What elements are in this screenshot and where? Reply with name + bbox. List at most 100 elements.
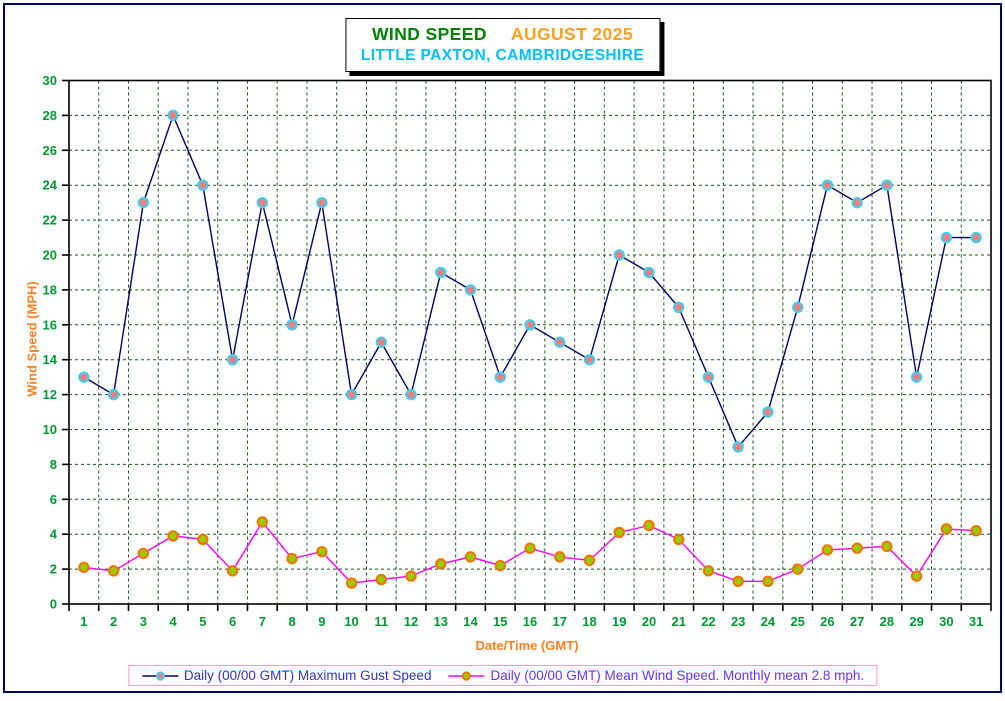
max-gust-point-day-23 <box>732 441 744 453</box>
mean-wind-point-day-22 <box>702 565 715 577</box>
mean-wind-point-day-25 <box>791 563 804 575</box>
svg-text:20: 20 <box>642 614 656 629</box>
mean-wind-point-day-15 <box>494 559 506 572</box>
mean-wind-point-day-13 <box>435 558 447 570</box>
mean-wind-point-day-11 <box>375 573 387 586</box>
max-gust-point-day-13 <box>435 266 447 279</box>
max-gust-point-day-17 <box>554 336 566 348</box>
max-gust-point-day-27 <box>851 196 863 209</box>
svg-text:18: 18 <box>582 614 596 629</box>
mean-wind-point-day-2 <box>107 565 120 577</box>
mean-wind-point-day-7 <box>256 516 269 528</box>
chart-subtitle-location: LITTLE PAXTON, CAMBRIDGESHIRE <box>360 47 645 64</box>
svg-text:8: 8 <box>288 614 295 629</box>
chart-title-row: WIND SPEED AUGUST 2025 <box>361 24 644 45</box>
max-gust-point-day-12 <box>405 388 417 401</box>
mean-wind-point-day-17 <box>554 551 566 563</box>
max-gust-point-day-20 <box>643 266 655 279</box>
svg-text:11: 11 <box>374 614 388 629</box>
max-gust-point-day-9 <box>316 196 328 209</box>
max-gust-point-day-31 <box>970 231 982 244</box>
svg-text:22: 22 <box>701 614 715 629</box>
max-gust-point-day-1 <box>78 371 90 383</box>
max-gust-point-day-8 <box>286 319 298 331</box>
max-gust-point-day-21 <box>673 301 685 314</box>
max-gust-point-day-28 <box>881 179 893 191</box>
series-markers-max-gust <box>78 109 982 453</box>
svg-text:14: 14 <box>463 614 478 629</box>
max-gust-point-day-24 <box>762 406 774 418</box>
svg-text:10: 10 <box>43 422 57 437</box>
svg-text:22: 22 <box>43 213 57 228</box>
mean-wind-point-day-14 <box>464 551 477 563</box>
mean-wind-point-day-16 <box>524 542 536 554</box>
mean-wind-point-day-18 <box>583 554 596 567</box>
chart-title-box: WIND SPEED AUGUST 2025 LITTLE PAXTON, CAM… <box>344 18 661 72</box>
svg-text:28: 28 <box>880 614 894 629</box>
mean-wind-point-day-30 <box>940 523 953 535</box>
svg-text:24: 24 <box>761 614 776 629</box>
max-gust-point-day-22 <box>702 371 715 383</box>
legend-label-mean-wind: Daily (00/00 GMT) Mean Wind Speed. Month… <box>490 668 865 683</box>
max-gust-point-day-15 <box>494 371 506 383</box>
svg-text:17: 17 <box>553 614 567 629</box>
svg-text:6: 6 <box>229 614 236 629</box>
svg-text:2: 2 <box>50 562 57 577</box>
x-axis-label: Date/Time (GMT) <box>475 638 579 653</box>
max-gust-point-day-10 <box>345 388 358 401</box>
svg-text:8: 8 <box>50 457 57 472</box>
mean-wind-point-day-5 <box>197 533 209 546</box>
max-gust-point-day-26 <box>821 179 834 191</box>
max-gust-point-day-14 <box>464 284 477 296</box>
mean-wind-point-day-23 <box>732 575 744 588</box>
max-gust-point-day-11 <box>375 336 387 348</box>
max-gust-point-day-3 <box>137 196 150 209</box>
svg-text:25: 25 <box>790 614 804 629</box>
svg-text:31: 31 <box>969 614 983 629</box>
svg-text:0: 0 <box>50 597 57 612</box>
svg-text:20: 20 <box>43 248 57 263</box>
svg-text:5: 5 <box>199 614 206 629</box>
mean-wind-point-day-20 <box>643 519 655 532</box>
max-gust-point-day-19 <box>613 249 625 261</box>
mean-wind-point-day-27 <box>851 542 863 554</box>
legend-line-dot-icon <box>448 670 485 681</box>
series-markers-mean-wind <box>78 516 982 589</box>
mean-wind-point-day-29 <box>910 570 923 582</box>
svg-text:16: 16 <box>523 614 537 629</box>
max-gust-point-day-30 <box>940 231 953 244</box>
legend-line-dot-icon <box>141 670 178 681</box>
chart-title: WIND SPEED <box>372 24 487 44</box>
max-gust-point-day-29 <box>910 371 923 383</box>
svg-text:4: 4 <box>169 614 177 629</box>
svg-text:16: 16 <box>43 317 57 332</box>
svg-text:30: 30 <box>43 73 57 88</box>
gridlines <box>69 80 991 604</box>
y-axis-label: Wind Speed (MPH) <box>24 281 40 397</box>
mean-wind-point-day-26 <box>821 544 834 556</box>
max-gust-point-day-2 <box>107 388 120 401</box>
max-gust-point-day-25 <box>791 301 804 314</box>
mean-wind-point-day-31 <box>970 525 982 537</box>
svg-text:26: 26 <box>820 614 834 629</box>
svg-text:3: 3 <box>140 614 147 629</box>
max-gust-point-day-6 <box>226 354 239 366</box>
svg-text:10: 10 <box>344 614 358 629</box>
max-gust-point-day-5 <box>197 179 209 191</box>
legend-entry-max-gust: Daily (00/00 GMT) Maximum Gust Speed <box>141 668 431 683</box>
svg-text:23: 23 <box>731 614 745 629</box>
svg-text:1: 1 <box>80 614 87 629</box>
chart-window: 0 2 4 6 8 10 12 14 16 18 20 22 24 26 28 30 1 2 3 4 5 6 7 8 9 10 11… <box>3 3 1002 693</box>
mean-wind-point-day-4 <box>167 530 179 542</box>
svg-text:9: 9 <box>318 614 325 629</box>
mean-wind-point-day-1 <box>78 561 90 574</box>
mean-wind-point-day-3 <box>137 547 150 560</box>
max-gust-point-day-18 <box>583 354 596 366</box>
svg-text:7: 7 <box>259 614 266 629</box>
mean-wind-point-day-21 <box>673 533 685 546</box>
plot-frame <box>68 79 992 605</box>
mean-wind-point-day-24 <box>762 575 774 588</box>
mean-wind-point-day-10 <box>345 577 358 589</box>
svg-text:21: 21 <box>671 614 685 629</box>
